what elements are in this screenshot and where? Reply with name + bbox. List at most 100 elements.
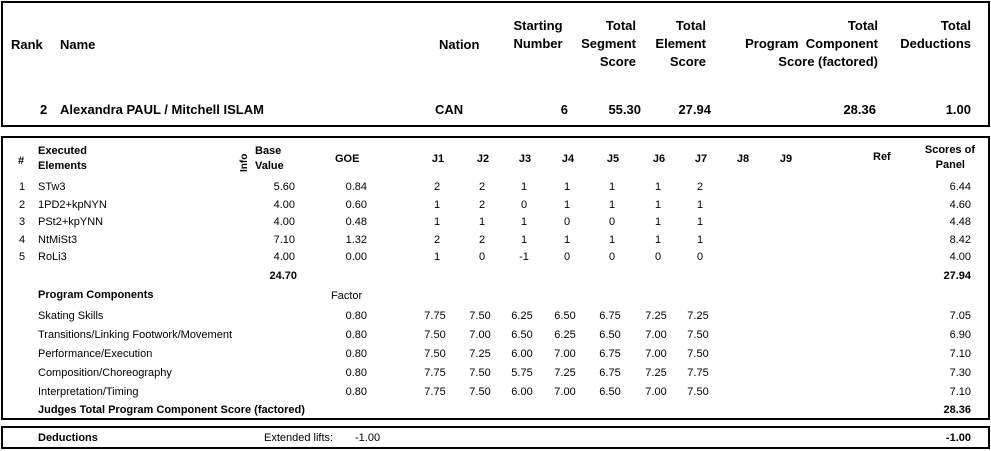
judge-header-2: J2 xyxy=(476,153,490,165)
element-judge-score: 1 xyxy=(520,216,528,228)
pcs-header-1: Total xyxy=(847,18,878,33)
pcs-header-2: Program Component xyxy=(745,36,878,51)
element-judge-score: 1 xyxy=(563,181,571,193)
skater-tes: 27.94 xyxy=(678,102,711,117)
component-judge-score: 7.50 xyxy=(469,367,491,379)
component-judge-score: 7.50 xyxy=(424,348,446,360)
base-value-header-1: Base xyxy=(255,145,282,157)
element-judge-score: 1 xyxy=(563,198,571,211)
element-judge-score: 0 xyxy=(478,251,486,263)
component-panel-score: 7.10 xyxy=(949,386,971,398)
deductions-total: -1.00 xyxy=(945,432,971,444)
component-judge-score: 6.75 xyxy=(599,310,621,322)
tss-header-1: Total xyxy=(605,18,636,33)
component-judge-score: 7.50 xyxy=(687,348,709,360)
ded-header-1: Total xyxy=(940,18,971,33)
rank-header: Rank xyxy=(11,37,43,52)
component-judge-score: 6.75 xyxy=(599,367,621,379)
info-header: Info xyxy=(239,153,250,172)
element-number: 1 xyxy=(19,181,26,193)
element-judge-score: 1 xyxy=(654,198,662,211)
element-panel-score: 8.42 xyxy=(949,233,971,246)
element-judge-score: 2 xyxy=(696,181,704,193)
base-value-total: 24.70 xyxy=(269,270,297,282)
component-judge-score: 7.00 xyxy=(554,386,576,398)
element-judge-score: 0 xyxy=(608,216,616,228)
tes-header-1: Total xyxy=(675,18,706,33)
skater-rank: 2 xyxy=(40,102,48,117)
component-factor: 0.80 xyxy=(345,329,367,341)
component-judge-score: 7.50 xyxy=(687,386,709,398)
skater-pcs: 28.36 xyxy=(843,102,876,117)
component-factor: 0.80 xyxy=(345,348,367,360)
component-judge-score: 7.25 xyxy=(687,310,709,322)
component-judge-score: 7.25 xyxy=(469,348,491,360)
component-judge-score: 7.00 xyxy=(554,348,576,360)
element-base-value: 4.00 xyxy=(273,251,295,263)
element-judge-score: 1 xyxy=(654,181,662,193)
element-base-value: 7.10 xyxy=(273,233,295,246)
element-judge-score: 1 xyxy=(654,233,662,246)
component-panel-score: 7.05 xyxy=(949,310,971,322)
element-judge-score: 2 xyxy=(478,198,486,211)
element-number-header: # xyxy=(18,155,25,167)
element-judge-score: 1 xyxy=(654,216,662,228)
deductions-label: Deductions xyxy=(38,432,98,444)
component-panel-score: 7.10 xyxy=(949,348,971,360)
elements-score-total: 27.94 xyxy=(943,270,971,282)
element-name: PSt2+kpYNN xyxy=(38,216,104,228)
component-judge-score: 7.25 xyxy=(645,367,667,379)
tss-header-2: Segment xyxy=(581,36,636,51)
tes-header-3: Score xyxy=(669,54,706,69)
element-judge-score: 0 xyxy=(563,216,571,228)
element-judge-score: 1 xyxy=(608,198,616,211)
element-judge-score: 1 xyxy=(478,216,486,228)
component-judge-score: 7.50 xyxy=(469,310,491,322)
element-judge-score: 2 xyxy=(478,181,486,193)
component-judge-score: 6.75 xyxy=(599,348,621,360)
judge-header-6: J6 xyxy=(652,153,666,165)
ded-header-2: Deductions xyxy=(900,36,971,51)
element-judge-score: 1 xyxy=(433,251,441,263)
pcs-total-score: 28.36 xyxy=(943,404,971,416)
goe-header: GOE xyxy=(335,153,360,165)
component-name: Interpretation/Timing xyxy=(38,386,139,398)
component-judge-score: 5.75 xyxy=(511,367,533,379)
component-judge-score: 7.75 xyxy=(424,310,446,322)
element-goe: 1.32 xyxy=(345,233,367,246)
component-judge-score: 6.00 xyxy=(511,386,533,398)
element-name: STw3 xyxy=(38,181,66,193)
skater-name: Alexandra PAUL / Mitchell ISLAM xyxy=(60,102,264,117)
element-judge-score: -1 xyxy=(519,251,529,263)
element-number: 2 xyxy=(19,198,26,211)
component-factor: 0.80 xyxy=(345,367,367,379)
deductions-box: Deductions Extended lifts: -1.00 -1.00 xyxy=(1,426,990,449)
element-judge-score: 0 xyxy=(608,251,616,263)
element-goe: 0.00 xyxy=(345,251,367,263)
component-judge-score: 7.75 xyxy=(687,367,709,379)
component-judge-score: 7.75 xyxy=(424,367,446,379)
component-panel-score: 7.30 xyxy=(949,367,971,379)
component-judge-score: 7.50 xyxy=(469,386,491,398)
component-name: Skating Skills xyxy=(38,310,104,322)
component-judge-score: 7.25 xyxy=(645,310,667,322)
executed-elements-header-1: Executed xyxy=(38,145,87,157)
component-factor: 0.80 xyxy=(345,310,367,322)
component-judge-score: 7.50 xyxy=(424,329,446,341)
element-panel-score: 6.44 xyxy=(949,181,971,193)
element-judge-score: 1 xyxy=(433,216,441,228)
program-components-header: Program Components xyxy=(38,289,154,301)
element-judge-score: 1 xyxy=(520,233,528,246)
element-judge-score: 0 xyxy=(520,198,528,211)
element-judge-score: 2 xyxy=(478,233,486,246)
nation-header: Nation xyxy=(439,37,480,52)
element-base-value: 4.00 xyxy=(273,198,295,211)
component-judge-score: 7.00 xyxy=(469,329,491,341)
factor-header: Factor xyxy=(331,290,363,302)
component-judge-score: 6.50 xyxy=(511,329,533,341)
component-name: Composition/Choreography xyxy=(38,367,172,379)
element-judge-score: 2 xyxy=(433,233,441,246)
pcs-total-label: Judges Total Program Component Score (fa… xyxy=(38,404,305,416)
component-panel-score: 6.90 xyxy=(949,329,971,341)
component-judge-score: 6.00 xyxy=(511,348,533,360)
